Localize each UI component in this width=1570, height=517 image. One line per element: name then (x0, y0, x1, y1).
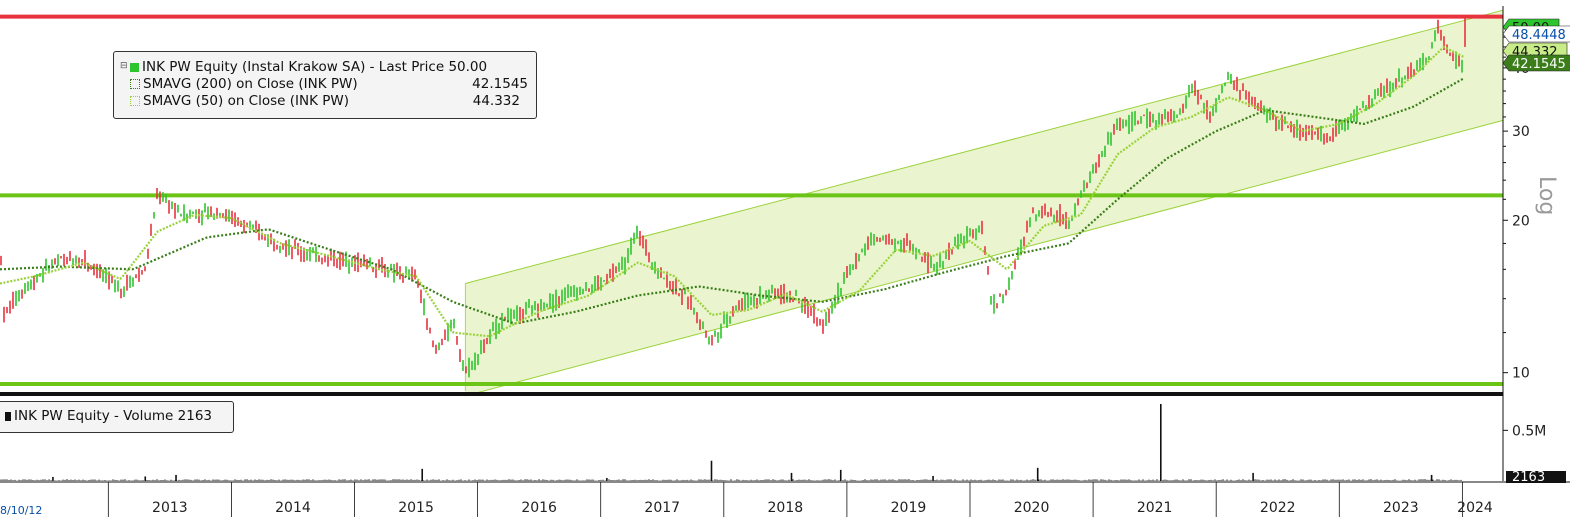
year-label-2023: 2023 (1383, 500, 1419, 516)
trend-channel-fill (465, 10, 1503, 396)
y-tick-label-20: 20 (1512, 213, 1530, 229)
year-label-2019: 2019 (891, 500, 927, 516)
price-tag-text-3: 42.1545 (1512, 57, 1566, 72)
year-label-2014: 2014 (275, 500, 311, 516)
legend-price-label: INK PW Equity (Instal Krakow SA) - Last … (142, 59, 445, 75)
legend-sma200-value: 42.1545 (472, 76, 528, 92)
price-panel (0, 9, 1504, 397)
price-swatch-icon (130, 62, 139, 72)
sma50-line (0, 45, 1465, 338)
price-tag-text-1: 48.4448 (1512, 28, 1566, 43)
legend-row-volume: INK PW Equity - Volume 2163 (5, 408, 233, 425)
year-label-2022: 2022 (1260, 500, 1296, 516)
y-tick-label-30: 30 (1512, 124, 1530, 140)
year-label-2021: 2021 (1137, 500, 1173, 516)
legend-sma50-value: 44.332 (472, 93, 520, 109)
sma200-swatch-icon (130, 79, 140, 89)
legend-volume-label: INK PW Equity - Volume (14, 408, 174, 424)
vol-tick-label: 0.5M (1512, 423, 1546, 439)
legend-row-sma50: SMAVG (50) on Close (INK PW) 44.332 (130, 93, 536, 110)
legend-volume-value: 2163 (177, 408, 213, 424)
legend-price-value: 50.00 (448, 59, 488, 75)
price-legend[interactable]: ⊟ INK PW Equity (Instal Krakow SA) - Las… (113, 51, 537, 119)
trend-channel-lower (465, 119, 1504, 397)
legend-row-price: INK PW Equity (Instal Krakow SA) - Last … (130, 59, 536, 76)
volume-panel (0, 404, 1462, 481)
year-label-2013: 2013 (152, 500, 188, 516)
volume-bars (0, 404, 1462, 481)
axes: 10203040Log50.0048.444844.33242.15450.5M… (0, 6, 1570, 517)
sma50-swatch-icon (130, 96, 140, 106)
year-label-2024: 2024 (1457, 500, 1493, 516)
volume-last-tag-text: 2163 (1512, 470, 1545, 485)
trend-channel-upper (465, 9, 1504, 285)
year-label-2016: 2016 (521, 500, 557, 516)
y-tick-label-10: 10 (1512, 366, 1530, 382)
legend-row-sma200: SMAVG (200) on Close (INK PW) 42.1545 (130, 76, 536, 93)
legend-tree-icon: ⊟ (120, 61, 128, 71)
legend-sma200-label: SMAVG (200) on Close (INK PW) (143, 76, 358, 92)
log-scale-label: Log (1534, 176, 1559, 215)
start-date-label: 8/10/12 (0, 504, 42, 517)
year-label-2015: 2015 (398, 500, 434, 516)
legend-sma50-label: SMAVG (50) on Close (INK PW) (143, 93, 350, 109)
volume-swatch-icon (5, 411, 11, 421)
volume-last-tag (1506, 471, 1566, 483)
year-label-2020: 2020 (1014, 500, 1050, 516)
volume-legend[interactable]: INK PW Equity - Volume 2163 (0, 401, 234, 433)
sma200-line (0, 77, 1465, 325)
panel-separator (0, 392, 1503, 396)
price-tag-3 (1502, 54, 1570, 72)
year-label-2017: 2017 (644, 500, 680, 516)
year-label-2018: 2018 (768, 500, 804, 516)
price-tag-1 (1502, 25, 1570, 43)
